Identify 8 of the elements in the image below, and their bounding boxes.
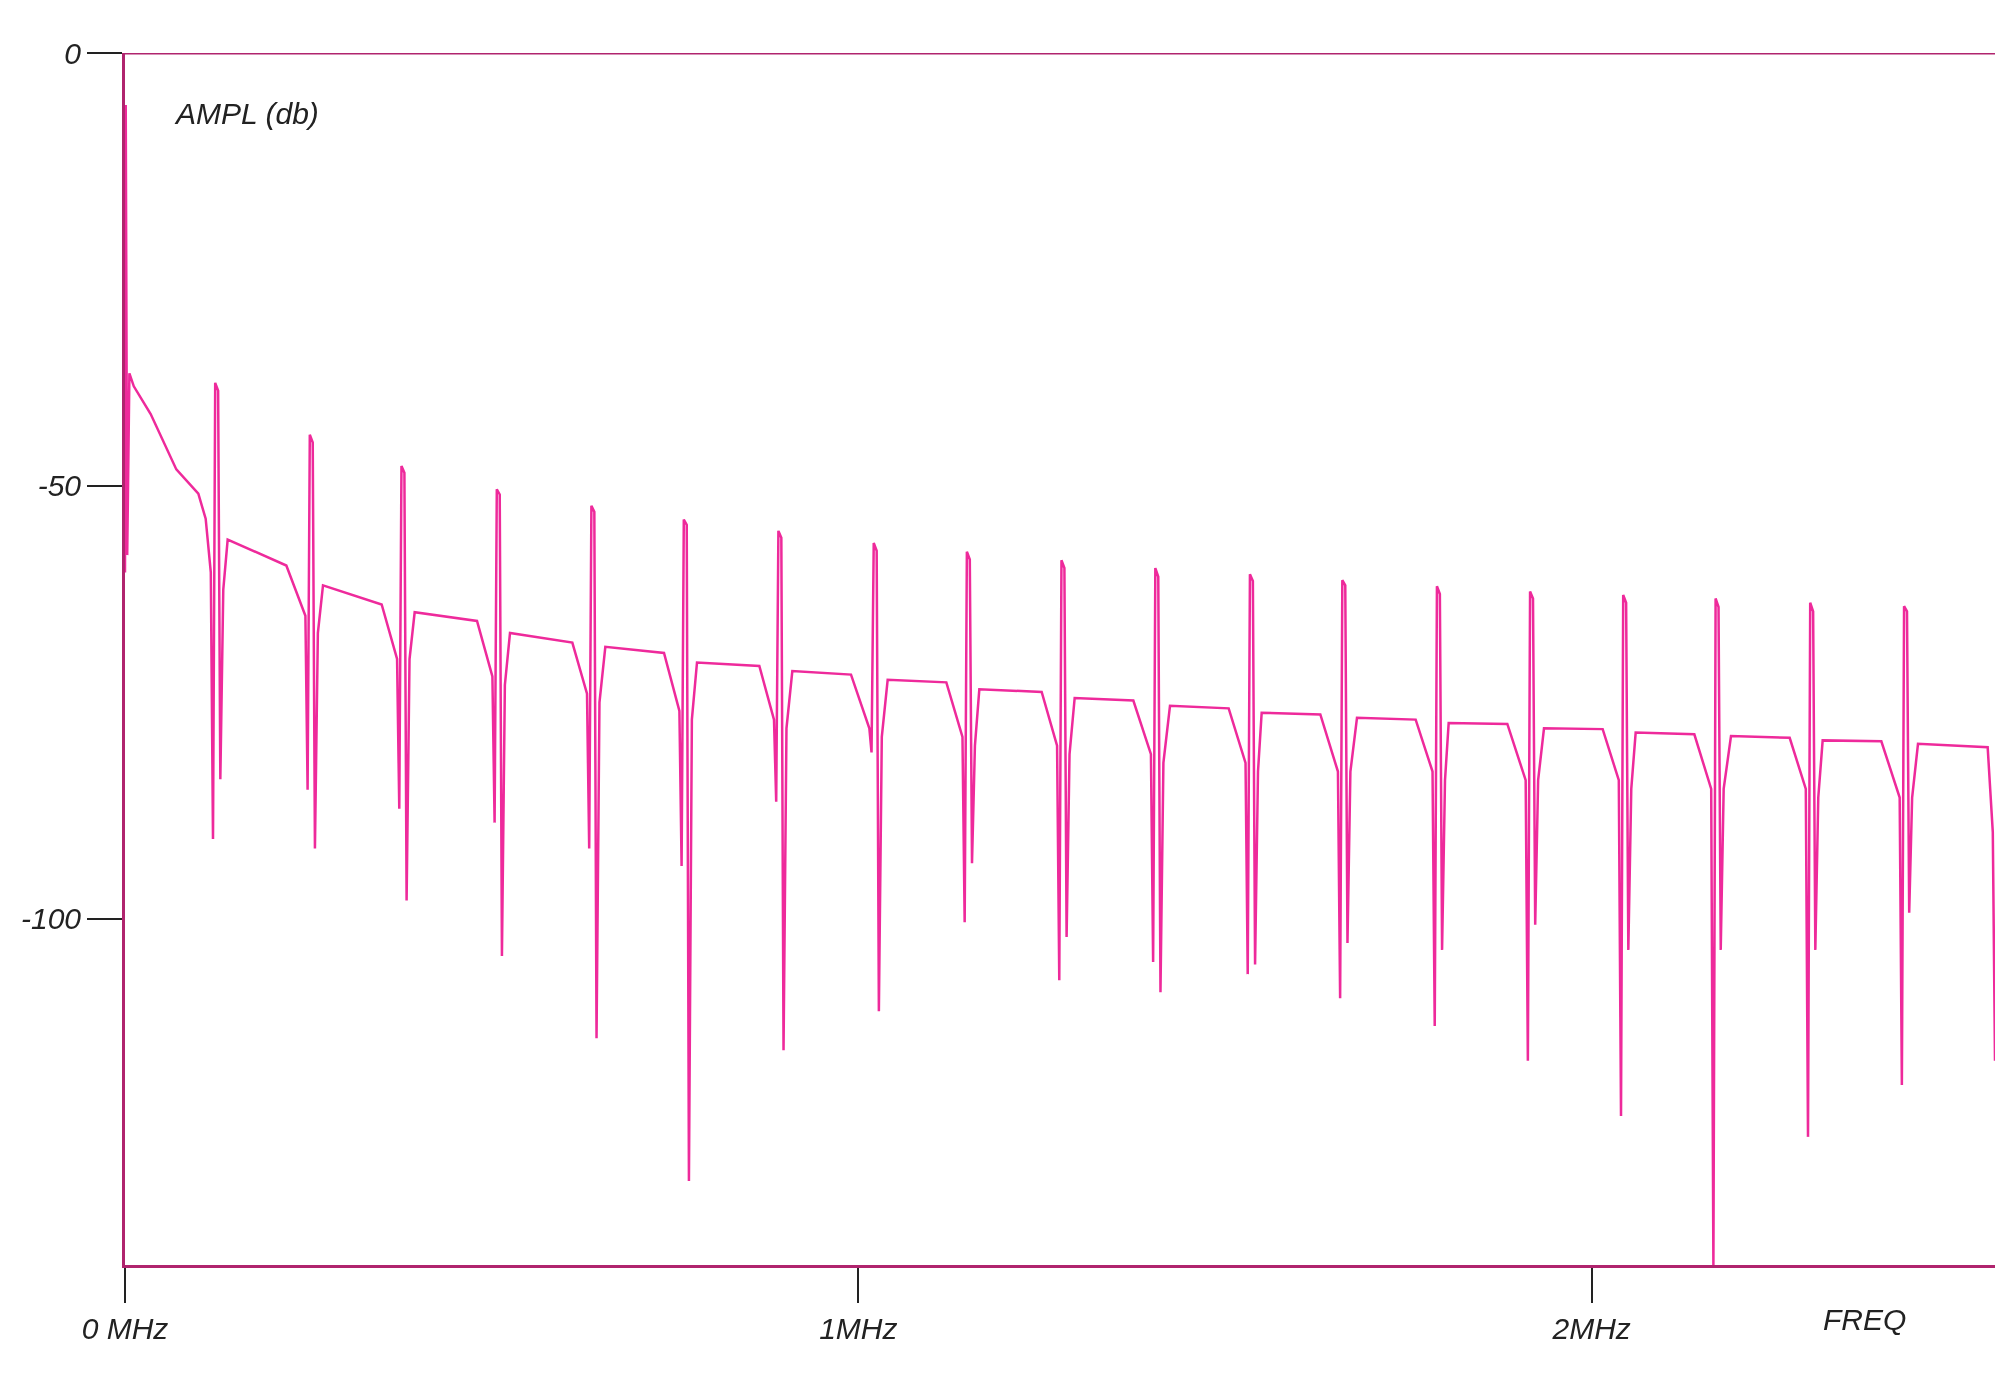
x-tick-label: 1MHz — [819, 1312, 898, 1345]
x-tick-label: 0 MHz — [81, 1312, 169, 1345]
x-tick-label: 2MHz — [1551, 1312, 1631, 1345]
y-axis-title: AMPL (db) — [174, 97, 319, 130]
y-tick-label: -100 — [20, 902, 82, 936]
y-tick-label: -50 — [37, 469, 82, 503]
x-axis-title: FREQ — [1823, 1303, 1907, 1336]
y-tick-label: 0 — [64, 36, 82, 70]
